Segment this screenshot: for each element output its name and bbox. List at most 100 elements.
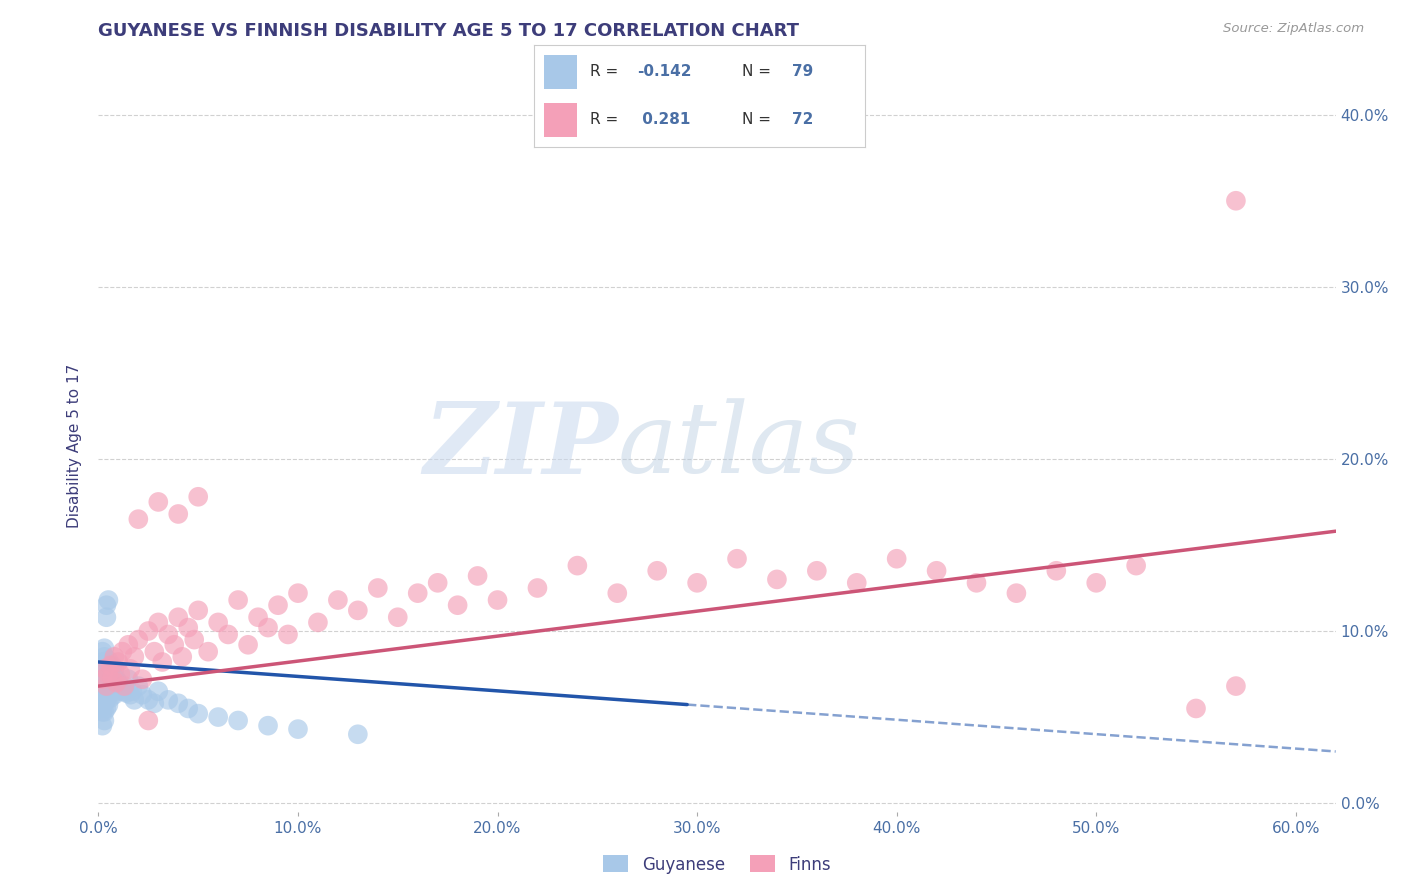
Text: N =: N =: [742, 63, 776, 78]
Point: [226, 593, 249, 607]
Point: [89, 672, 111, 686]
Point: [287, 722, 309, 736]
Point: [97, 690, 120, 704]
Point: [686, 575, 709, 590]
Point: [567, 558, 589, 573]
Point: [925, 564, 948, 578]
Point: [105, 675, 128, 690]
Point: [367, 581, 389, 595]
Point: [326, 593, 349, 607]
Point: [111, 682, 134, 697]
Point: [107, 684, 129, 698]
Point: [177, 701, 200, 715]
Point: [91, 688, 114, 702]
Point: [91, 672, 114, 686]
Point: [97, 667, 120, 681]
Text: atlas: atlas: [619, 399, 860, 493]
Point: [96, 693, 118, 707]
Point: [91, 667, 114, 681]
Point: [183, 632, 205, 647]
Point: [93, 696, 115, 710]
Text: ZIP: ZIP: [423, 398, 619, 494]
Point: [111, 645, 134, 659]
Point: [110, 667, 132, 681]
Point: [131, 672, 153, 686]
Point: [100, 665, 122, 680]
Point: [150, 655, 173, 669]
Point: [107, 675, 129, 690]
Point: [103, 649, 125, 664]
Legend: Guyanese, Finns: Guyanese, Finns: [596, 848, 838, 880]
Point: [93, 662, 115, 676]
Point: [148, 495, 170, 509]
Point: [127, 632, 149, 647]
Point: [387, 610, 409, 624]
Point: [96, 679, 118, 693]
Point: [91, 679, 114, 693]
Point: [236, 638, 259, 652]
Point: [143, 645, 166, 659]
Text: GUYANESE VS FINNISH DISABILITY AGE 5 TO 17 CORRELATION CHART: GUYANESE VS FINNISH DISABILITY AGE 5 TO …: [98, 22, 800, 40]
Point: [100, 682, 122, 697]
Point: [406, 586, 429, 600]
Point: [766, 573, 789, 587]
Point: [107, 655, 129, 669]
Point: [89, 688, 111, 702]
Point: [101, 675, 124, 690]
Point: [148, 615, 170, 630]
Point: [101, 658, 124, 673]
Point: [347, 603, 370, 617]
Point: [101, 671, 124, 685]
Point: [89, 696, 111, 710]
Text: 0.281: 0.281: [637, 112, 690, 127]
Point: [606, 586, 628, 600]
Point: [267, 598, 290, 612]
Point: [136, 714, 159, 728]
Point: [97, 672, 120, 686]
Point: [96, 667, 118, 681]
Point: [124, 693, 146, 707]
Point: [257, 719, 280, 733]
Point: [93, 649, 115, 664]
Point: [89, 658, 111, 673]
Point: [725, 551, 748, 566]
Point: [93, 641, 115, 656]
Point: [347, 727, 370, 741]
Bar: [544, 55, 578, 88]
Point: [127, 512, 149, 526]
Point: [163, 638, 186, 652]
Point: [526, 581, 548, 595]
Point: [89, 667, 111, 681]
Point: [91, 645, 114, 659]
Point: [645, 564, 668, 578]
Point: [307, 615, 329, 630]
Point: [217, 627, 239, 641]
Point: [486, 593, 509, 607]
Text: -0.142: -0.142: [637, 63, 692, 78]
Text: R =: R =: [591, 112, 624, 127]
Point: [93, 714, 115, 728]
Point: [120, 688, 142, 702]
Point: [91, 655, 114, 669]
Point: [172, 649, 194, 664]
Point: [1045, 564, 1067, 578]
Point: [105, 672, 128, 686]
Point: [115, 686, 138, 700]
Point: [91, 719, 114, 733]
Point: [101, 667, 124, 681]
Point: [136, 693, 159, 707]
Point: [93, 662, 115, 676]
Point: [1225, 679, 1247, 693]
Point: [187, 603, 209, 617]
Point: [177, 621, 200, 635]
Point: [97, 653, 120, 667]
Point: [136, 624, 159, 638]
Point: [226, 714, 249, 728]
Point: [197, 645, 219, 659]
Point: [257, 621, 280, 635]
Point: [93, 679, 115, 693]
Point: [1225, 194, 1247, 208]
Point: [105, 681, 128, 695]
Point: [426, 575, 449, 590]
Point: [89, 701, 111, 715]
